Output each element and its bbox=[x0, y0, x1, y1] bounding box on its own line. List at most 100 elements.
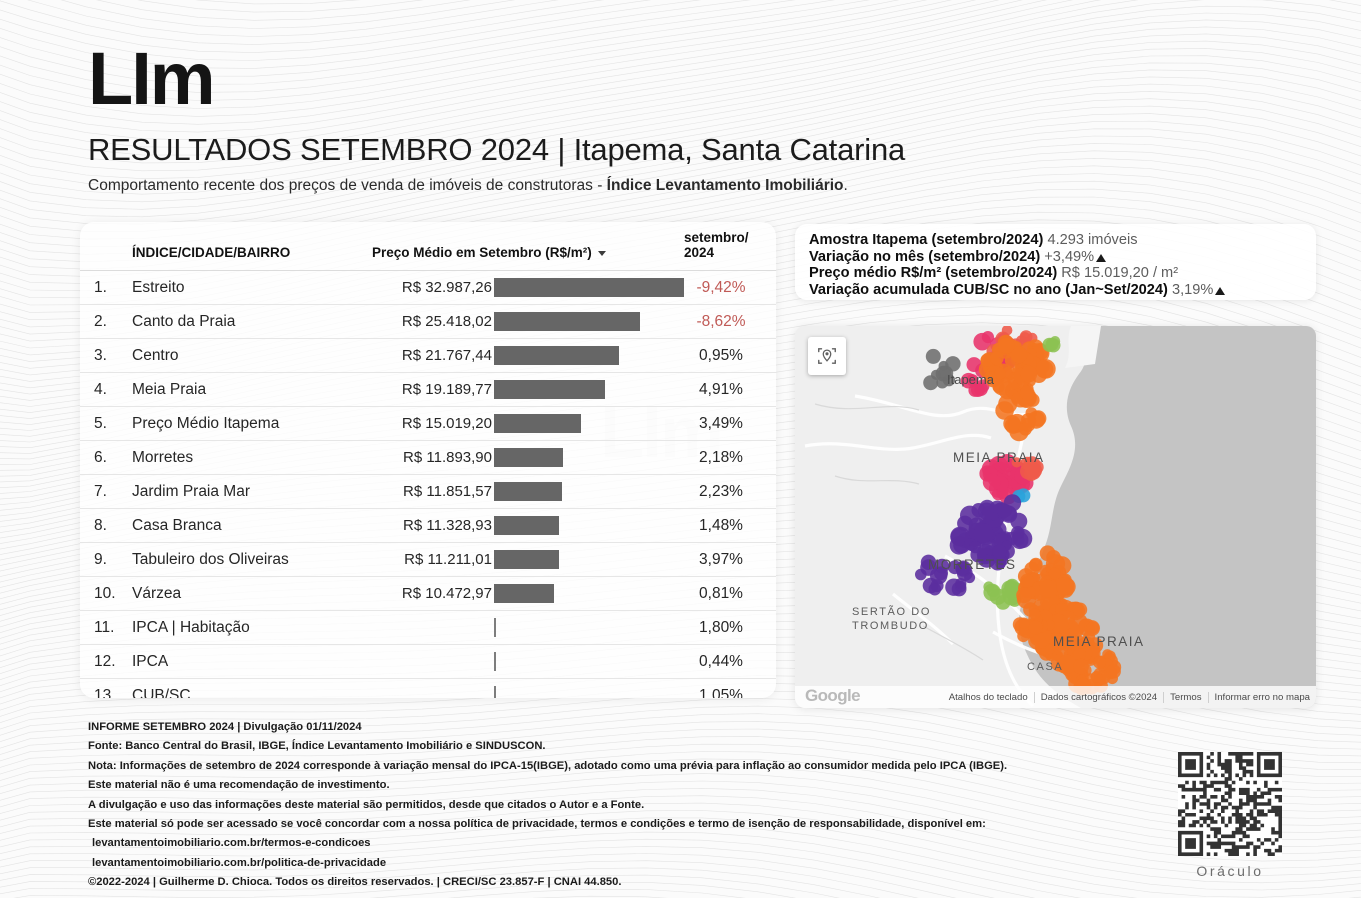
row-rank-number: 9. bbox=[80, 542, 132, 577]
map-recenter-button[interactable] bbox=[808, 337, 846, 375]
row-bar-track bbox=[492, 339, 684, 372]
qr-block: Oráculo bbox=[1178, 752, 1282, 879]
row-bar-track bbox=[492, 475, 684, 508]
row-neighborhood-name: IPCA bbox=[132, 644, 372, 679]
row-price-value: R$ 11.893,90 bbox=[403, 449, 492, 467]
table-row[interactable]: 8. Casa Branca R$ 11.328,93 1,48% bbox=[80, 508, 776, 543]
row-variation-value: 2,18% bbox=[684, 440, 776, 475]
google-logo: Google bbox=[805, 686, 861, 705]
row-price-cell: R$ 11.851,57 bbox=[372, 474, 684, 509]
table-row[interactable]: 6. Morretes R$ 11.893,90 2,18% bbox=[80, 440, 776, 475]
qr-code-icon[interactable] bbox=[1178, 752, 1282, 856]
row-bar bbox=[494, 278, 684, 298]
footer-note-line: Este material só pode ser acessado se vo… bbox=[88, 818, 986, 831]
footer-note-line: A divulgação e uso das informações deste… bbox=[88, 798, 645, 811]
row-price-value: R$ 21.767,44 bbox=[401, 347, 492, 365]
map-attribution-bar: Atalhos do teclado Dados cartográficos ©… bbox=[795, 686, 1316, 708]
row-bar bbox=[494, 312, 640, 332]
row-variation-value: 1,80% bbox=[684, 610, 776, 645]
row-price-value: R$ 19.189,77 bbox=[401, 381, 492, 399]
table-row[interactable]: 7. Jardim Praia Mar R$ 11.851,57 2,23% bbox=[80, 474, 776, 509]
triangle-up-icon bbox=[1215, 286, 1226, 295]
recenter-pin-icon bbox=[818, 348, 836, 364]
row-bar-track bbox=[492, 611, 684, 644]
row-bar-track bbox=[492, 679, 684, 698]
info-label-average-price: Preço médio R$/m² (setembro/2024) bbox=[809, 265, 1058, 282]
table-row[interactable]: 11. IPCA | Habitação 1,80% bbox=[80, 610, 776, 645]
row-neighborhood-name: Jardim Praia Mar bbox=[132, 474, 372, 509]
row-bar bbox=[494, 414, 581, 434]
subtitle-suffix: . bbox=[843, 177, 848, 195]
footer-note-line[interactable]: levantamentoimobiliario.com.br/termos-e-… bbox=[92, 837, 371, 850]
row-neighborhood-name: IPCA | Habitação bbox=[132, 610, 372, 645]
row-neighborhood-name: Meia Praia bbox=[132, 372, 372, 407]
footer-note-line: Este material não é uma recomendação de … bbox=[88, 779, 390, 792]
info-label-cub-accumulated: Variação acumulada CUB/SC no ano (Jan~Se… bbox=[809, 281, 1168, 298]
ranking-table-card: ÍNDICE/CIDADE/BAIRRO Preço Médio em Sete… bbox=[80, 222, 776, 698]
row-variation-value: -9,42% bbox=[684, 270, 776, 305]
page-header: LIm RESULTADOS SETEMBRO 2024 | Itapema, … bbox=[88, 37, 905, 195]
row-bar bbox=[494, 346, 619, 366]
row-bar-track bbox=[492, 305, 684, 338]
info-value-average-price: R$ 15.019,20 / m² bbox=[1061, 265, 1179, 282]
row-price-value: R$ 15.019,20 bbox=[401, 415, 492, 433]
info-row-average-price: Preço médio R$/m² (setembro/2024) R$ 15.… bbox=[809, 265, 1316, 282]
col-header-average-price-label: Preço Médio em Setembro (R$/m²) bbox=[372, 245, 592, 261]
row-price-cell bbox=[372, 678, 684, 698]
col-header-index-city-neighborhood[interactable]: ÍNDICE/CIDADE/BAIRRO bbox=[132, 245, 291, 261]
row-variation-value: 2,23% bbox=[684, 474, 776, 509]
table-row[interactable]: 4. Meia Praia R$ 19.189,77 4,91% bbox=[80, 372, 776, 407]
info-label-sample: Amostra Itapema (setembro/2024) bbox=[809, 232, 1044, 248]
row-neighborhood-name: Preço Médio Itapema bbox=[132, 406, 372, 441]
table-row[interactable]: 10. Várzea R$ 10.472,97 0,81% bbox=[80, 576, 776, 611]
row-rank-number: 7. bbox=[80, 474, 132, 509]
map-link-terms[interactable]: Termos bbox=[1163, 691, 1207, 703]
row-rank-number: 4. bbox=[80, 372, 132, 407]
col-header-variation-line1: setembro/ bbox=[684, 230, 749, 245]
row-price-value: R$ 11.851,57 bbox=[403, 483, 492, 501]
row-price-cell: R$ 19.189,77 bbox=[372, 372, 684, 407]
table-row[interactable]: 2. Canto da Praia R$ 25.418,02 -8,62% bbox=[80, 304, 776, 339]
table-row[interactable]: 1. Estreito R$ 32.987,26 -9,42% bbox=[80, 270, 776, 305]
row-rank-number: 6. bbox=[80, 440, 132, 475]
row-price-cell: R$ 11.328,93 bbox=[372, 508, 684, 543]
table-head: ÍNDICE/CIDADE/BAIRRO Preço Médio em Sete… bbox=[80, 222, 776, 271]
col-header-average-price[interactable]: Preço Médio em Setembro (R$/m²) bbox=[372, 222, 684, 271]
row-neighborhood-name: Morretes bbox=[132, 440, 372, 475]
table-row[interactable]: 5. Preço Médio Itapema R$ 15.019,20 3,49% bbox=[80, 406, 776, 441]
footer-note-line[interactable]: levantamentoimobiliario.com.br/politica-… bbox=[92, 856, 387, 869]
sort-descending-icon[interactable] bbox=[597, 251, 606, 257]
map-card[interactable]: Itapema MEIA PRAIA MORRETES SERTÃO DO TR… bbox=[795, 326, 1316, 708]
row-neighborhood-name: Canto da Praia bbox=[132, 304, 372, 339]
row-bar bbox=[494, 652, 496, 672]
row-bar bbox=[494, 482, 562, 502]
table-row[interactable]: 12. IPCA 0,44% bbox=[80, 644, 776, 679]
col-header-variation[interactable]: setembro/2024 bbox=[684, 222, 776, 271]
map-canvas[interactable] bbox=[795, 326, 1316, 708]
footer-note-line: INFORME SETEMBRO 2024 | Divulgação 01/11… bbox=[88, 721, 362, 733]
table-row[interactable]: 9. Tabuleiro dos Oliveiras R$ 11.211,01 3,9… bbox=[80, 542, 776, 577]
row-neighborhood-name: Casa Branca bbox=[132, 508, 372, 543]
map-link-report-error[interactable]: Informar erro no mapa bbox=[1207, 691, 1316, 703]
table-row[interactable]: 3. Centro R$ 21.767,44 0,95% bbox=[80, 338, 776, 373]
info-value-monthly-variation: +3,49% bbox=[1044, 248, 1095, 265]
footer-note-line: Fonte: Banco Central do Brasil, IBGE, Ín… bbox=[88, 740, 546, 753]
row-price-cell: R$ 10.472,97 bbox=[372, 576, 684, 611]
row-variation-value: 0,81% bbox=[684, 576, 776, 611]
row-bar-track bbox=[492, 577, 684, 610]
row-rank-number: 3. bbox=[80, 338, 132, 373]
row-price-cell: R$ 32.987,26 bbox=[372, 270, 684, 305]
col-header-spacer bbox=[80, 222, 132, 271]
row-price-value: R$ 11.211,01 bbox=[404, 551, 492, 569]
brand-logo: LIm bbox=[88, 37, 216, 120]
row-price-cell: R$ 25.418,02 bbox=[372, 304, 684, 339]
row-variation-value: 3,49% bbox=[684, 406, 776, 441]
row-price-cell: R$ 11.211,01 bbox=[372, 542, 684, 577]
table-row[interactable]: 13. CUB/SC 1,05% bbox=[80, 678, 776, 698]
row-variation-value: 1,48% bbox=[684, 508, 776, 543]
row-rank-number: 8. bbox=[80, 508, 132, 543]
map-link-keyboard-shortcuts[interactable]: Atalhos do teclado bbox=[948, 691, 1028, 703]
info-value-cub-accumulated: 3,19% bbox=[1171, 281, 1214, 298]
page-subtitle: Comportamento recente dos preços de vend… bbox=[88, 177, 905, 195]
row-bar bbox=[494, 584, 554, 604]
